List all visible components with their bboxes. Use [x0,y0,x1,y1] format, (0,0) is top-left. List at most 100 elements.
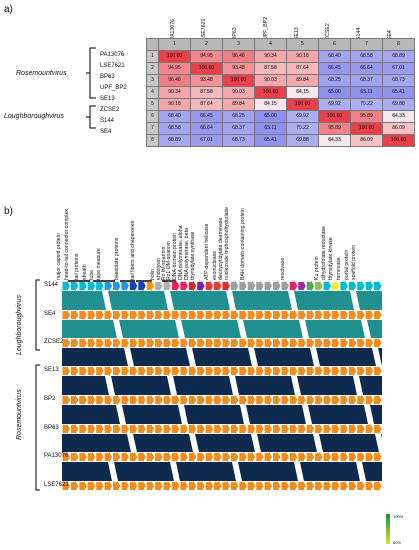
gene-arrow [188,309,197,321]
gene-arrow [239,451,247,463]
gene-arrow [306,423,315,435]
gene-arrow [155,480,163,492]
gene-arrow [121,423,129,435]
gene-arrow [214,423,222,435]
gene-arrow [323,337,331,349]
gene-arrow [146,365,155,377]
identity-cell: 69.88 [382,98,415,111]
gene-arrow [163,394,171,406]
gene-arrow [180,309,188,321]
gene-arrow [289,337,298,349]
gene-arrow [374,309,382,321]
gene-arrow [239,423,247,435]
gene-arrow [121,365,129,377]
gene-arrow [197,337,205,349]
gene-arrow [348,480,357,492]
gene-arrow [62,394,70,406]
gene-arrow [289,423,298,435]
gene-arrow [230,451,239,463]
synteny-gap [291,376,301,395]
gene-arrow [138,451,146,463]
gene-arrow [180,365,188,377]
group-rosemountvirus-b: Rosemountvirus [16,389,23,440]
row-label: PA13076 [100,52,125,58]
gene-arrow [70,394,79,406]
track-label: SE13 [44,367,59,373]
gene-arrow [306,451,315,463]
panel-b-label: b) [4,206,13,217]
gene-arrow [230,365,239,377]
synteny-block [62,405,382,424]
gene-arrow [323,394,331,406]
gene-arrow [256,423,264,435]
gene-arrow [365,309,374,321]
gene-arrow [374,451,382,463]
gene-arrow [273,480,281,492]
identity-cell: 65.00 [254,110,287,123]
row-label: LSE7621 [100,63,125,69]
gene-arrow [214,451,222,463]
gene-arrow [62,280,70,292]
gene-arrow [70,365,79,377]
gene-arrow [146,423,155,435]
gene-arrow [113,451,121,463]
gene-arrow [306,480,315,492]
identity-cell: 87.64 [286,62,319,75]
gene-arrow [256,337,264,349]
synteny-gap [361,320,371,338]
gene-arrow [247,423,256,435]
gene-arrow [281,451,289,463]
synteny-gap [113,320,123,338]
gene-arrow [104,365,113,377]
gene-arrow [62,309,70,321]
gene-arrow [298,394,306,406]
gene-arrow [374,394,382,406]
gene-arrow [374,280,382,292]
gene-arrow [87,451,96,463]
gene-arrow [87,365,96,377]
gene-arrow [129,480,138,492]
gene-arrow [70,280,79,292]
synteny-gap [350,291,360,310]
gene-arrow [138,480,146,492]
group-bracket [35,364,40,491]
gene-arrow [96,394,104,406]
gene-arrow [96,280,104,292]
gene-arrow [357,309,365,321]
identity-cell: 100.00 [158,50,191,63]
gene-arrow [171,309,180,321]
gene-arrow [79,280,87,292]
gene-arrow [104,451,113,463]
synteny-gap [167,376,177,395]
gene-arrow [104,337,113,349]
gene-arrow [214,337,222,349]
scale-top-label: 100% [393,514,404,519]
gene-arrow [256,280,264,292]
gene-arrow [197,280,205,292]
identity-cell: 70.22 [350,98,383,111]
column-number: 1 [158,38,191,51]
gene-arrow [340,337,348,349]
gene-arrow [129,394,138,406]
gene-arrow [188,451,197,463]
gene-arrow [264,423,273,435]
gene-arrow [374,423,382,435]
gene-arrow [171,480,180,492]
gene-arrow [70,480,79,492]
gene-arrow [79,480,87,492]
gene-arrow [205,451,214,463]
gene-arrow [163,480,171,492]
gene-arrow [163,337,171,349]
gene-arrow [205,394,214,406]
gene-arrow [256,394,264,406]
gene-arrow [348,423,357,435]
gene-arrow [348,309,357,321]
synteny-gap [375,434,385,452]
gene-arrow [331,280,340,292]
gene-arrow [222,394,230,406]
gene-arrow [104,394,113,406]
synteny-block [62,376,382,395]
gene-arrow [357,480,365,492]
gene-arrow [281,394,289,406]
gene-arrow [315,451,323,463]
